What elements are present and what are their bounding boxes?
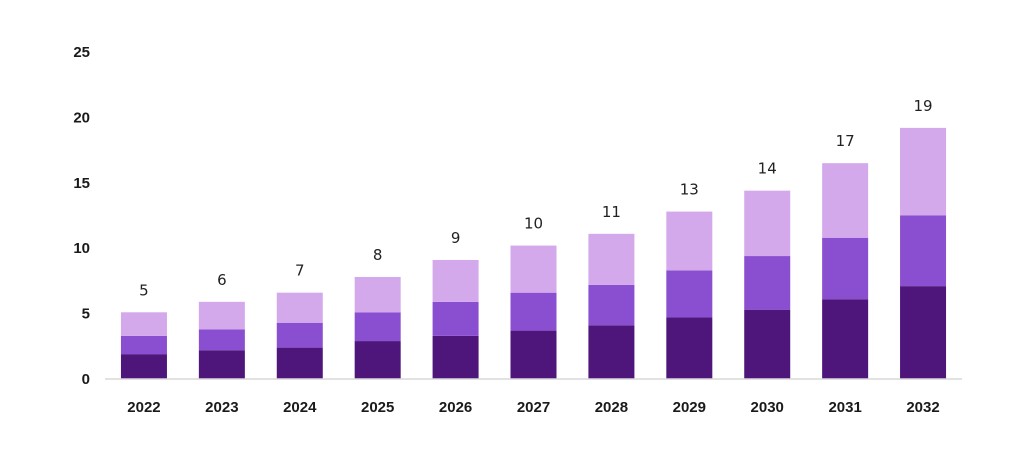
bar-total-label: 5	[139, 281, 149, 299]
bar-segment-2025-series-1	[354, 341, 401, 379]
y-tick-label: 15	[73, 175, 90, 192]
x-tick-label: 2030	[751, 399, 784, 416]
x-tick-label: 2027	[517, 399, 550, 416]
bar-segment-2025-series-2	[354, 312, 401, 342]
y-tick-label: 10	[73, 240, 90, 257]
bar-segment-2022-series-2	[120, 335, 167, 355]
bar-segment-2028-series-3	[588, 233, 635, 285]
bar-segment-2030-series-1	[744, 309, 791, 379]
bar-segment-2029-series-3	[666, 211, 713, 271]
bar-segment-2030-series-2	[744, 256, 791, 310]
y-tick-label: 25	[73, 44, 90, 61]
bar-segment-2031-series-3	[822, 163, 869, 238]
bar-segment-2023-series-1	[198, 350, 245, 379]
bar-segment-2032-series-1	[900, 286, 947, 379]
bar-total-label: 19	[913, 97, 932, 115]
bar-segment-2022-series-3	[120, 312, 167, 336]
bar-segment-2022-series-1	[120, 354, 167, 379]
bar-total-label: 10	[524, 215, 543, 233]
bar-segment-2029-series-2	[666, 270, 713, 318]
bar-total-label: 7	[295, 262, 305, 280]
y-tick-label: 20	[73, 109, 90, 126]
x-tick-label: 2023	[205, 399, 238, 416]
bars	[120, 127, 947, 379]
bar-segment-2031-series-1	[822, 299, 869, 379]
bar-total-label: 17	[836, 132, 855, 150]
x-tick-label: 2031	[828, 399, 861, 416]
bar-total-label: 14	[758, 160, 777, 178]
bar-segment-2024-series-2	[276, 322, 323, 348]
bar-total-label: 11	[602, 203, 621, 221]
bar-segment-2026-series-1	[432, 335, 479, 379]
bar-segment-2027-series-3	[510, 245, 557, 293]
bar-total-label: 13	[680, 181, 699, 199]
x-tick-label: 2028	[595, 399, 628, 416]
bar-total-label: 9	[451, 229, 461, 247]
x-tick-label: 2026	[439, 399, 472, 416]
bar-segment-2028-series-1	[588, 325, 635, 379]
bar-segment-2032-series-2	[900, 215, 947, 287]
bar-segment-2029-series-1	[666, 317, 713, 379]
x-tick-label: 2024	[283, 399, 317, 416]
x-axis-ticks: 2022 2023 2024 2025 2026 2027 2028 2029 2030 2031…	[127, 399, 939, 416]
bar-segment-2026-series-3	[432, 259, 479, 302]
y-axis-ticks: 0 5 10 15 20 25	[73, 44, 90, 388]
y-tick-label: 0	[82, 371, 90, 388]
x-tick-label: 2025	[361, 399, 394, 416]
bar-segment-2028-series-2	[588, 284, 635, 326]
x-tick-label: 2022	[127, 399, 160, 416]
bar-segment-2023-series-3	[198, 301, 245, 330]
bar-segment-2024-series-3	[276, 292, 323, 323]
bar-segment-2031-series-2	[822, 237, 869, 300]
bar-segment-2026-series-2	[432, 301, 479, 336]
x-tick-label: 2029	[673, 399, 706, 416]
bar-segment-2030-series-3	[744, 190, 791, 257]
bar-segment-2032-series-3	[900, 127, 947, 216]
bar-segment-2027-series-2	[510, 292, 557, 331]
y-tick-label: 5	[82, 306, 90, 323]
bar-total-labels: 5 6 7 8 9 10 11 13 14 17 19	[139, 97, 932, 299]
x-tick-label: 2032	[906, 399, 939, 416]
bar-segment-2027-series-1	[510, 330, 557, 379]
bar-segment-2024-series-1	[276, 347, 323, 379]
bar-total-label: 6	[217, 271, 227, 289]
bar-total-label: 8	[373, 246, 383, 264]
bar-segment-2025-series-3	[354, 276, 401, 313]
bar-segment-2023-series-2	[198, 329, 245, 351]
